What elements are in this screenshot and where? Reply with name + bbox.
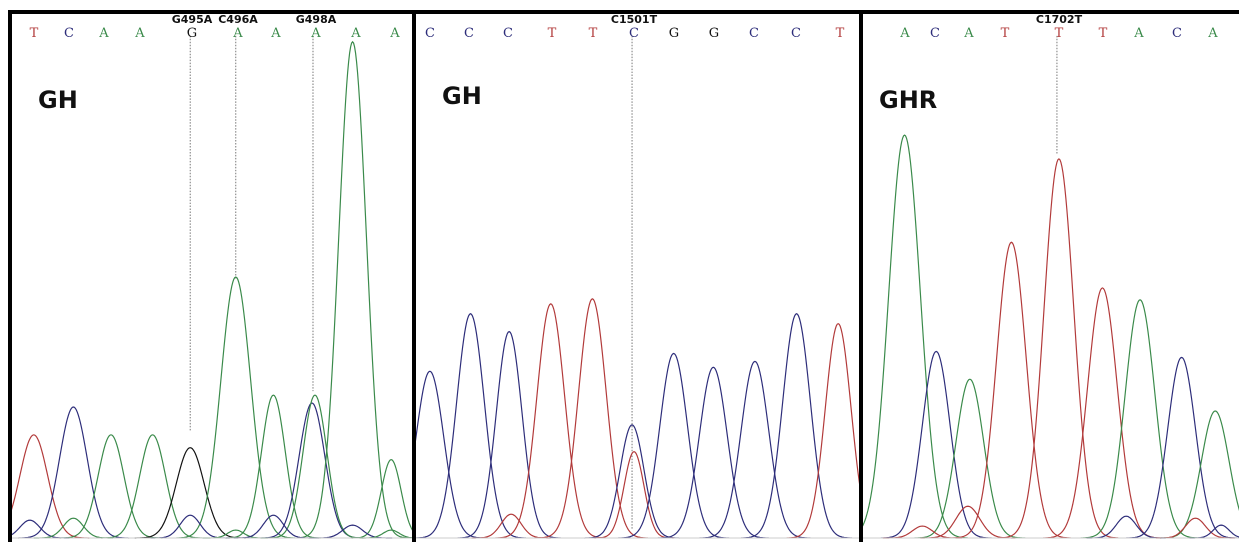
trace-peak-C bbox=[699, 360, 811, 539]
base-call: C bbox=[425, 26, 435, 41]
trace-peak-A bbox=[914, 378, 1026, 539]
trace-peak-T bbox=[536, 298, 648, 539]
base-call: C bbox=[64, 26, 74, 41]
chromatogram-traces bbox=[416, 35, 859, 539]
base-call: A bbox=[271, 26, 281, 41]
base-call: C bbox=[503, 26, 513, 41]
trace-peak-T bbox=[786, 322, 859, 539]
base-call: A bbox=[900, 26, 910, 41]
trace-peak-A bbox=[351, 458, 412, 539]
trace-peak-T bbox=[1155, 517, 1236, 539]
base-call: A bbox=[351, 26, 361, 41]
trace-peak-C bbox=[233, 514, 313, 539]
base-call: T bbox=[29, 26, 39, 41]
base-call: C bbox=[1172, 26, 1182, 41]
trace-peak-C bbox=[416, 313, 527, 539]
trace-peak-C bbox=[260, 402, 364, 539]
base-call: T bbox=[835, 26, 845, 41]
base-call: C bbox=[791, 26, 801, 41]
chromatogram-panel-gh-1: GH T C A A G A A A A A G495A C496A G498A bbox=[8, 10, 412, 542]
chromatogram-traces bbox=[863, 35, 1239, 539]
mutation-label: G498A bbox=[295, 13, 337, 26]
trace-peak-A bbox=[863, 134, 968, 539]
trace-peak-T bbox=[594, 451, 674, 539]
trace-peak-T bbox=[999, 158, 1119, 539]
chromatogram-panel-gh-2: GH C C C T T C G G C C T C1501T bbox=[412, 10, 859, 542]
trace-peak-C bbox=[741, 313, 853, 539]
trace-peak-C bbox=[880, 350, 992, 539]
gene-label: GH bbox=[442, 82, 482, 110]
base-call: T bbox=[1098, 26, 1108, 41]
trace-peak-T bbox=[920, 505, 1016, 539]
base-call: G bbox=[186, 26, 198, 41]
base-call: A bbox=[964, 26, 974, 41]
mutation-label: G495A bbox=[171, 13, 213, 26]
base-call: A bbox=[390, 26, 400, 41]
chromatogram-panel-ghr: GHR A C A T T T A C A C1702T bbox=[859, 10, 1239, 542]
base-call: G bbox=[668, 26, 680, 41]
base-call: T bbox=[588, 26, 598, 41]
trace-peak-A bbox=[101, 434, 205, 539]
base-call: C bbox=[749, 26, 759, 41]
trace-peak-A bbox=[297, 40, 409, 539]
trace-peak-C bbox=[312, 524, 393, 539]
trace-peak-A bbox=[1080, 299, 1200, 539]
trace-peak-T bbox=[12, 434, 90, 539]
mutation-label: C1702T bbox=[1035, 13, 1083, 26]
trace-peak-C bbox=[457, 330, 561, 539]
base-call: A bbox=[311, 26, 321, 41]
trace-peak-C bbox=[416, 370, 486, 539]
trace-peak-A bbox=[59, 434, 163, 539]
gene-label: GHR bbox=[879, 86, 938, 114]
base-call: T bbox=[1054, 26, 1064, 41]
trace-peak-A bbox=[1159, 410, 1239, 539]
trace-peak-A bbox=[267, 394, 363, 539]
trace-peak-A bbox=[225, 394, 321, 539]
base-call: G bbox=[708, 26, 720, 41]
mutation-label: C1501T bbox=[610, 13, 658, 26]
base-call: T bbox=[1000, 26, 1010, 41]
base-call: A bbox=[1134, 26, 1144, 41]
base-call: A bbox=[99, 26, 109, 41]
trace-peak-C bbox=[584, 424, 680, 539]
trace-peak-C bbox=[12, 519, 70, 539]
base-call: C bbox=[930, 26, 940, 41]
base-call: T bbox=[547, 26, 557, 41]
chromatogram-traces bbox=[12, 35, 412, 539]
trace-peak-A bbox=[176, 276, 296, 539]
base-call: C bbox=[629, 26, 639, 41]
trace-peak-T bbox=[1043, 287, 1162, 539]
trace-peak-T bbox=[471, 513, 551, 539]
trace-peak-C bbox=[1126, 356, 1238, 539]
base-call: C bbox=[464, 26, 474, 41]
trace-peak-C bbox=[1086, 515, 1166, 539]
trace-peak-C bbox=[657, 366, 769, 539]
base-call: A bbox=[135, 26, 145, 41]
base-call: A bbox=[1208, 26, 1218, 41]
trace-peak-G bbox=[134, 447, 246, 539]
trace-peak-T bbox=[495, 303, 607, 539]
trace-peak-C bbox=[17, 406, 129, 539]
base-call: A bbox=[233, 26, 243, 41]
trace-peak-C bbox=[618, 352, 730, 539]
gene-label: GH bbox=[38, 86, 78, 114]
trace-peak-A bbox=[33, 517, 113, 539]
trace-peak-T bbox=[952, 241, 1071, 539]
mutation-label: C496A bbox=[218, 13, 258, 26]
